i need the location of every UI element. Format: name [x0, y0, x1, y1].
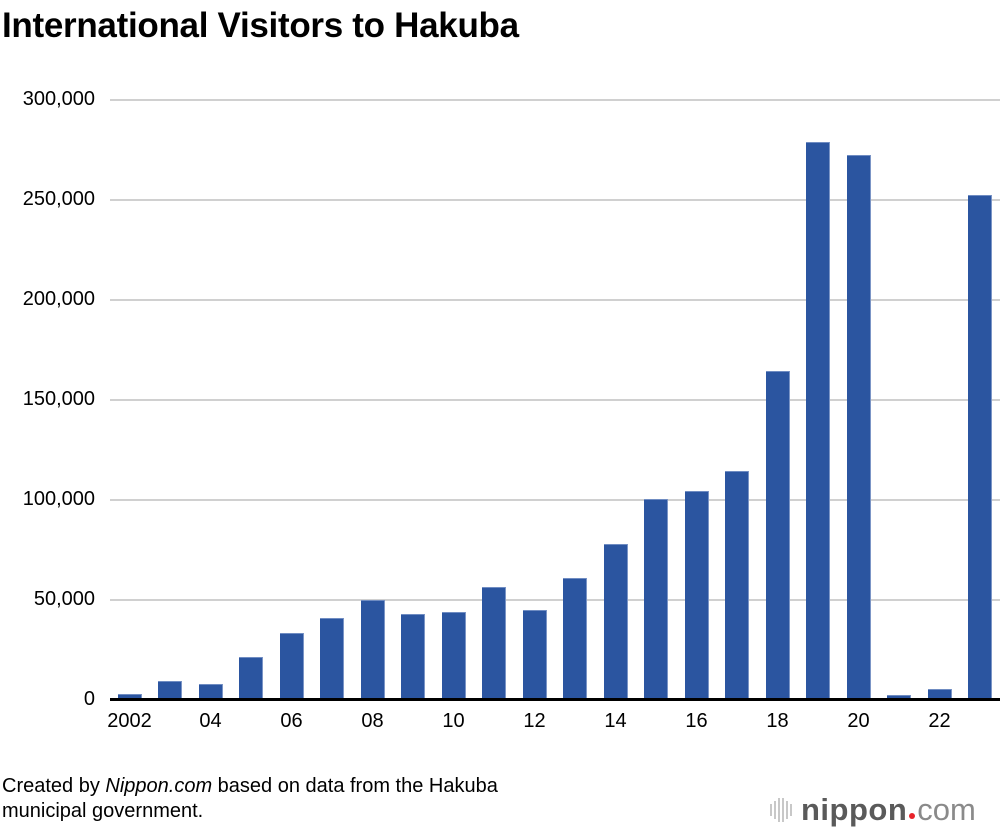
y-tick-label: 0	[83, 687, 95, 710]
nippon-logo: nippon com	[770, 790, 976, 830]
bar-2006	[279, 632, 304, 700]
source-publisher: Nippon.com	[105, 775, 213, 797]
logo-tld: com	[917, 792, 976, 827]
bar-2020	[846, 155, 871, 700]
bar-2007	[320, 617, 344, 700]
logo-wordmark: nippon	[801, 792, 908, 827]
source-suffix: based on data from the Hakuba	[212, 775, 498, 797]
source-line2: municipal government.	[2, 800, 204, 822]
y-tick-label: 200,000	[22, 287, 95, 310]
bar-2013	[563, 578, 587, 700]
gridline	[110, 298, 1000, 301]
bar-2021	[887, 694, 911, 700]
bar-2003	[158, 680, 182, 700]
x-tick-label: 12	[523, 710, 546, 732]
x-tick-label: 2002	[107, 710, 152, 732]
gridline	[110, 398, 1000, 401]
bar-2012	[522, 609, 547, 700]
bar-2004	[198, 683, 223, 700]
x-tick-label: 08	[361, 710, 384, 732]
x-tick-label: 14	[604, 710, 627, 732]
x-tick-label: 04	[199, 710, 222, 732]
bar-2008	[360, 599, 385, 700]
bar-2015	[644, 498, 668, 700]
x-axis-line	[110, 698, 1000, 701]
x-tick-label: 22	[928, 710, 951, 732]
sound-bars-icon	[770, 798, 792, 822]
bar-2018	[765, 370, 790, 700]
source-prefix: Created by	[2, 775, 106, 797]
bar-2002	[117, 693, 142, 700]
gridline	[110, 99, 1000, 101]
y-tick-label: 150,000	[22, 387, 95, 410]
bar-2014	[603, 544, 628, 700]
bar-chart: 0 50,000 100,000 150,000 200,000 250,000 300,0…	[22, 88, 1000, 732]
y-tick-label: 250,000	[22, 187, 95, 210]
y-tick-label: 100,000	[22, 487, 95, 510]
x-tick-label: 20	[847, 710, 870, 732]
bar-2022	[927, 688, 952, 700]
logo-red-dot	[909, 813, 916, 819]
bar-2016	[684, 490, 709, 700]
x-tick-label: 10	[442, 710, 465, 732]
x-tick-label: 06	[280, 710, 303, 732]
bar-2019	[806, 142, 830, 700]
y-tick-label: 50,000	[33, 587, 95, 610]
bar-2010	[441, 611, 466, 700]
x-tick-label: 18	[766, 710, 789, 732]
gridline	[110, 498, 1000, 501]
bar-2009	[401, 613, 425, 700]
source-note: Created by Nippon.com based on data from…	[2, 774, 498, 824]
gridline	[110, 198, 1000, 201]
bar-2011	[482, 587, 506, 700]
gridline	[110, 598, 1000, 601]
bar-2017	[725, 471, 749, 700]
bar-2023	[968, 195, 992, 700]
x-tick-label: 16	[685, 710, 708, 732]
chart-title: International Visitors to Hakuba	[2, 6, 519, 45]
y-tick-label: 300,000	[22, 88, 95, 110]
bar-2005	[239, 656, 263, 700]
